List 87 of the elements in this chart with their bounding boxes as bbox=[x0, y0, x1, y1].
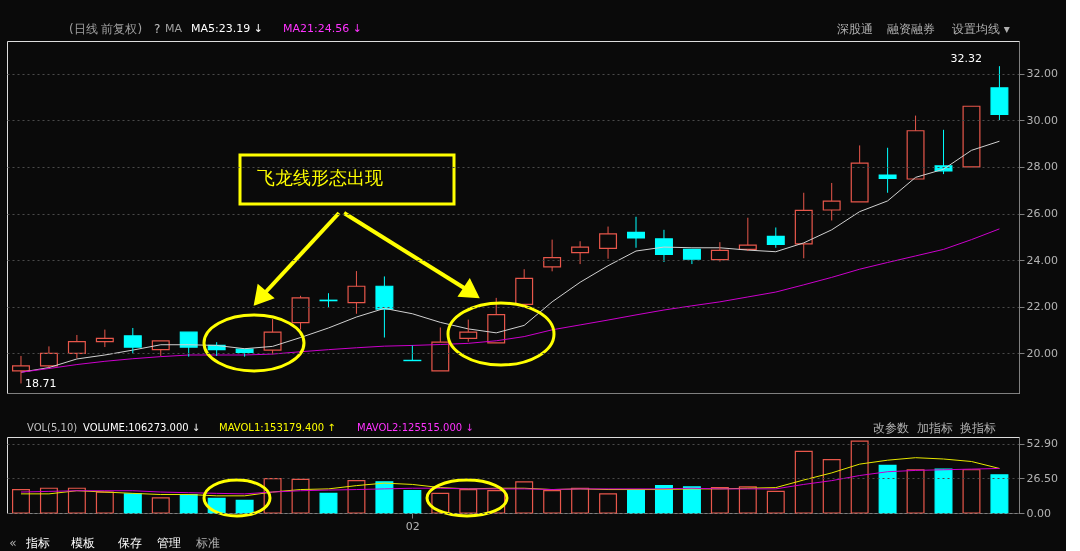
bar bbox=[515, 481, 534, 514]
candlestick bbox=[990, 65, 1009, 121]
text: 融资融券 bbox=[887, 22, 935, 36]
bar bbox=[319, 492, 338, 514]
bar bbox=[794, 450, 813, 514]
text: MAVOL2:125515.000 ↓ bbox=[357, 422, 474, 433]
y-tick-label: 28.00 bbox=[1026, 160, 1058, 174]
candlestick bbox=[123, 327, 142, 354]
bar bbox=[822, 459, 841, 514]
bar bbox=[235, 499, 254, 514]
bar bbox=[151, 497, 170, 514]
bar bbox=[878, 464, 897, 514]
bar bbox=[11, 488, 30, 514]
text: VOL(5,10) bbox=[27, 422, 78, 433]
bar bbox=[599, 493, 618, 514]
candlestick bbox=[543, 239, 562, 272]
bar bbox=[627, 488, 645, 514]
candlestick bbox=[375, 275, 394, 339]
y-tick-label: 20.00 bbox=[1026, 346, 1058, 360]
y-tick-label: 24.00 bbox=[1026, 253, 1058, 267]
text: 设置均线 ▾ bbox=[952, 22, 1010, 36]
bar bbox=[291, 478, 310, 514]
bar bbox=[459, 488, 478, 514]
x-tick-label: 02 bbox=[405, 519, 420, 533]
y-tick-label: 26.50 bbox=[1026, 471, 1058, 485]
text: ? bbox=[154, 22, 161, 36]
candlestick bbox=[766, 226, 785, 249]
y-tick-label: 26.00 bbox=[1026, 207, 1058, 220]
y-tick-label: 52.90 bbox=[1026, 437, 1058, 451]
annotation: 飞龙线形态出现 bbox=[257, 167, 383, 188]
text: 加指标 bbox=[917, 421, 953, 435]
text: MA5:23.19 ↓ bbox=[191, 22, 263, 35]
text: MA21:24.56 ↓ bbox=[283, 22, 362, 35]
bar bbox=[375, 481, 394, 514]
text: « bbox=[9, 536, 17, 550]
bar bbox=[990, 474, 1009, 514]
candlestick bbox=[710, 241, 729, 263]
candlestick bbox=[599, 226, 618, 260]
text: 换指标 bbox=[960, 421, 996, 435]
bar bbox=[962, 469, 981, 514]
bar bbox=[934, 468, 953, 514]
text: MAVOL1:153179.400 ↑ bbox=[219, 422, 336, 433]
candlestick bbox=[822, 182, 841, 221]
line-series bbox=[20, 467, 1000, 495]
bar bbox=[347, 480, 366, 514]
bar bbox=[850, 440, 869, 514]
candlestick bbox=[654, 229, 673, 263]
text: 标准 bbox=[195, 536, 220, 550]
candlestick bbox=[67, 334, 86, 359]
annotation: 18.71 bbox=[25, 377, 57, 390]
candlestick bbox=[263, 318, 282, 355]
y-tick-label: 22.00 bbox=[1026, 300, 1058, 314]
candlestick bbox=[291, 295, 310, 331]
text: 保存 bbox=[118, 536, 142, 550]
candlestick bbox=[39, 345, 58, 369]
candlestick bbox=[459, 319, 478, 343]
bar bbox=[571, 487, 590, 514]
bar bbox=[123, 493, 142, 514]
bar bbox=[543, 490, 562, 514]
text: 改参数 bbox=[873, 421, 909, 435]
bar bbox=[179, 493, 198, 514]
text: 深股通 bbox=[837, 22, 873, 36]
bar bbox=[710, 486, 729, 514]
candlestick bbox=[738, 217, 757, 252]
bar bbox=[738, 486, 757, 514]
candlestick bbox=[878, 147, 897, 194]
candlestick bbox=[794, 192, 813, 259]
text: MA bbox=[165, 22, 183, 35]
bar bbox=[403, 490, 422, 514]
candlestick bbox=[571, 240, 590, 265]
y-tick-label: 30.00 bbox=[1026, 113, 1058, 127]
text: 模板 bbox=[71, 536, 95, 550]
text: VOLUME:106273.000 ↓ bbox=[83, 422, 201, 433]
text: (日线 前复权) bbox=[69, 22, 143, 36]
bar bbox=[654, 485, 673, 514]
text: 指标 bbox=[25, 536, 50, 550]
bar bbox=[682, 486, 701, 514]
bar bbox=[906, 469, 925, 514]
annotation: 32.32 bbox=[950, 52, 982, 65]
candlestick bbox=[627, 216, 645, 249]
bar bbox=[67, 487, 86, 514]
y-tick-label: 0.00 bbox=[1026, 506, 1051, 520]
candlestick bbox=[347, 270, 366, 315]
bar bbox=[95, 491, 114, 514]
y-tick-label: 32.00 bbox=[1026, 67, 1058, 81]
text: 管理 bbox=[157, 536, 181, 550]
bar bbox=[766, 490, 785, 514]
